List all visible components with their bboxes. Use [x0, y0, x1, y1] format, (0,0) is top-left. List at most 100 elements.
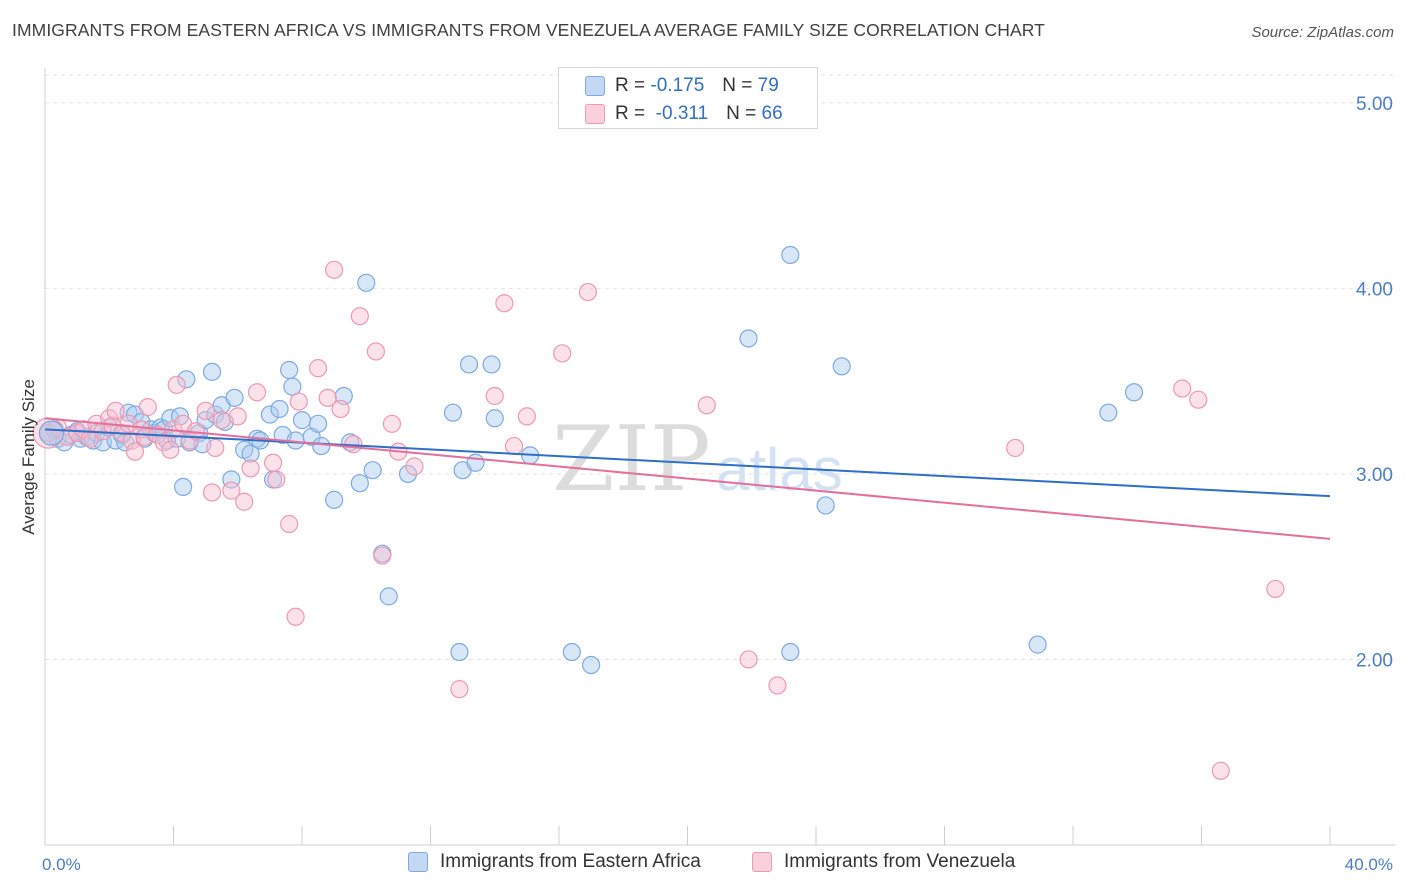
point-venezuela: [222, 481, 241, 500]
point-eastern-africa: [1124, 383, 1144, 402]
y-axis-label: Average Family Size: [19, 379, 38, 535]
point-venezuela: [331, 399, 350, 419]
point-eastern-africa: [816, 496, 835, 515]
bottom-legend-swatch-pink: [752, 852, 772, 872]
point-eastern-africa: [832, 357, 851, 376]
bottom-legend-venezuela: Immigrants from Venezuela: [752, 851, 1015, 873]
point-venezuela: [739, 650, 758, 669]
legend-r-label: R =: [615, 103, 646, 124]
point-venezuela: [517, 407, 536, 426]
source-label: Source: ZipAtlas.com: [1251, 24, 1394, 41]
point-venezuela: [247, 383, 267, 402]
point-venezuela: [241, 459, 260, 478]
point-venezuela: [202, 483, 222, 502]
grid-lines: [45, 74, 1395, 660]
point-venezuela: [504, 436, 524, 456]
point-eastern-africa: [562, 642, 581, 662]
point-venezuela: [280, 514, 299, 534]
y-tick-label: 4.00: [1356, 279, 1393, 300]
point-venezuela: [308, 359, 328, 378]
point-venezuela: [350, 307, 369, 326]
point-eastern-africa-cluster: [38, 420, 65, 446]
point-eastern-africa: [1028, 635, 1047, 654]
point-venezuela: [206, 438, 225, 458]
point-venezuela: [235, 492, 254, 511]
legend-n-value: 79: [757, 75, 779, 96]
bottom-legend-label: Immigrants from Venezuela: [784, 851, 1016, 872]
point-eastern-africa: [482, 355, 501, 374]
point-venezuela: [161, 440, 180, 459]
chart-title: IMMIGRANTS FROM EASTERN AFRICA VS IMMIGR…: [12, 20, 1045, 40]
point-venezuela: [267, 470, 286, 489]
point-eastern-africa: [466, 453, 485, 472]
point-venezuela: [578, 282, 598, 302]
point-venezuela: [1173, 379, 1192, 398]
point-venezuela: [325, 260, 344, 279]
point-venezuela: [697, 396, 716, 415]
point-eastern-africa: [177, 370, 196, 389]
point-venezuela: [196, 401, 215, 420]
point-eastern-africa: [270, 399, 289, 419]
legend-swatch-blue: [585, 76, 605, 96]
point-venezuela: [167, 375, 186, 394]
point-eastern-africa: [202, 362, 222, 381]
point-venezuela: [768, 676, 787, 695]
point-venezuela: [106, 401, 125, 420]
legend-row-eastern-africa: R = -0.175 N = 79: [559, 72, 779, 100]
point-venezuela: [289, 392, 308, 411]
point-venezuela: [125, 442, 145, 461]
trend-lines: [44, 417, 1331, 540]
axes: [44, 68, 1395, 846]
point-eastern-africa: [292, 411, 312, 430]
point-venezuela: [382, 414, 402, 433]
point-eastern-africa: [312, 436, 331, 456]
bottom-legend-eastern-africa: Immigrants from Eastern Africa: [408, 851, 701, 873]
point-eastern-africa: [350, 474, 369, 493]
x-tick-label-min: 0.0%: [42, 855, 81, 874]
legend-n-label: N =: [722, 75, 753, 96]
point-venezuela: [553, 344, 572, 363]
point-venezuela: [286, 607, 305, 626]
point-venezuela: [1006, 438, 1025, 458]
legend-swatch-pink: [585, 104, 605, 124]
point-eastern-africa: [325, 490, 344, 509]
bottom-legend-label: Immigrants from Eastern Africa: [440, 851, 701, 872]
point-venezuela: [138, 398, 157, 417]
point-venezuela: [366, 342, 385, 361]
point-venezuela: [450, 680, 469, 699]
legend-r-value: -0.311: [655, 103, 709, 124]
point-venezuela: [495, 294, 514, 313]
point-eastern-africa: [363, 461, 382, 480]
point-venezuela: [212, 411, 231, 430]
point-venezuela: [1189, 390, 1208, 409]
point-venezuela: [318, 388, 337, 407]
point-eastern-africa: [443, 403, 463, 422]
y-tick-label: 5.00: [1356, 94, 1393, 115]
point-venezuela: [485, 386, 504, 406]
point-venezuela: [1266, 579, 1285, 599]
point-eastern-africa: [280, 360, 299, 380]
x-tick-label-max: 40.0%: [1345, 855, 1393, 874]
point-eastern-africa: [781, 245, 800, 265]
point-venezuela: [373, 546, 392, 565]
legend-r-label: R =: [615, 75, 646, 96]
point-eastern-africa: [357, 273, 376, 292]
point-eastern-africa: [582, 655, 601, 675]
correlation-legend: R = -0.175 N = 79 R = -0.311 N = 66: [558, 67, 818, 129]
point-eastern-africa: [174, 477, 193, 497]
point-venezuela: [1211, 761, 1230, 780]
tick-labels: 2.00 3.00 4.00 5.00 0.0% 40.0%: [42, 94, 1393, 874]
point-venezuela: [154, 433, 173, 452]
y-tick-label: 2.00: [1356, 650, 1393, 671]
point-venezuela: [405, 457, 424, 476]
point-eastern-africa: [781, 642, 800, 662]
point-eastern-africa: [308, 414, 328, 433]
point-venezuela: [228, 407, 247, 426]
legend-r-value: -0.175: [650, 75, 705, 96]
legend-row-venezuela: R = -0.311 N = 66: [559, 100, 783, 128]
bottom-legend-swatch-blue: [408, 852, 428, 872]
data-points: [32, 245, 1285, 780]
trend-line-venezuela: [44, 417, 1331, 540]
y-tick-label: 3.00: [1356, 465, 1393, 486]
